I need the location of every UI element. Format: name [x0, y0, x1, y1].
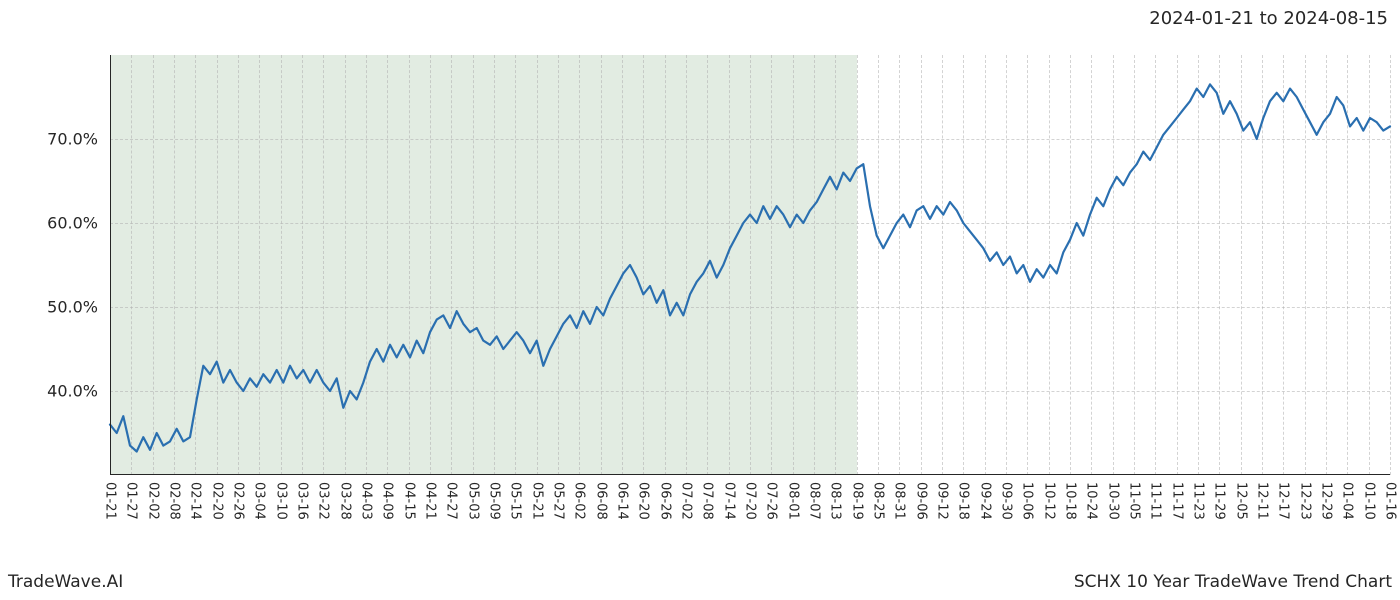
x-tick-label: 08-25: [871, 482, 886, 520]
x-tick-label: 04-27: [444, 482, 459, 520]
x-tick-label: 05-09: [487, 482, 502, 520]
x-tick-label: 12-17: [1276, 482, 1291, 520]
x-tick-label: 09-12: [935, 482, 950, 520]
x-tick-label: 10-06: [1020, 482, 1035, 520]
x-tick-label: 08-31: [892, 482, 907, 520]
x-tick-label: 07-14: [721, 482, 736, 520]
plot-outer: [110, 55, 1390, 475]
x-tick-label: 06-26: [657, 482, 672, 520]
x-tick-label: 09-06: [913, 482, 928, 520]
x-tick-label: 08-13: [828, 482, 843, 520]
x-tick-label: 06-14: [615, 482, 630, 520]
x-tick-label: 11-29: [1212, 482, 1227, 520]
x-tick-label: 05-27: [551, 482, 566, 520]
x-tick-label: 09-30: [999, 482, 1014, 520]
x-tick-label: 02-26: [231, 482, 246, 520]
x-tick-label: 11-17: [1169, 482, 1184, 520]
footer-caption: SCHX 10 Year TradeWave Trend Chart: [1074, 572, 1392, 592]
x-tick-label: 10-12: [1041, 482, 1056, 520]
chart-canvas: 2024-01-21 to 2024-08-15 40.0% 50.0% 60.0%…: [0, 0, 1400, 600]
x-tick-label: 03-28: [337, 482, 352, 520]
x-tick-label: 01-04: [1340, 482, 1355, 520]
x-tick-label: 04-21: [423, 482, 438, 520]
x-tick-label: 02-14: [188, 482, 203, 520]
x-tick-label: 10-18: [1063, 482, 1078, 520]
x-tick-label: 03-22: [316, 482, 331, 520]
x-tick-label: 06-08: [593, 482, 608, 520]
y-tick-label: 40.0%: [0, 382, 98, 401]
x-tick-label: 08-19: [849, 482, 864, 520]
x-tick-label: 05-15: [508, 482, 523, 520]
y-tick-label: 70.0%: [0, 130, 98, 149]
date-range-label: 2024-01-21 to 2024-08-15: [1149, 8, 1388, 29]
x-tick-label: 07-20: [743, 482, 758, 520]
x-tick-label: 04-09: [380, 482, 395, 520]
x-tick-label: 04-15: [401, 482, 416, 520]
x-tick-label: 10-24: [1084, 482, 1099, 520]
x-tick-label: 12-23: [1297, 482, 1312, 520]
x-tick-label: 01-10: [1361, 482, 1376, 520]
x-tick-label: 08-07: [807, 482, 822, 520]
x-tick-label: 09-18: [956, 482, 971, 520]
x-tick-label: 12-11: [1255, 482, 1270, 520]
x-tick-label: 06-20: [636, 482, 651, 520]
x-tick-label: 01-21: [103, 482, 118, 520]
x-tick-label: 02-08: [167, 482, 182, 520]
x-tick-label: 12-05: [1233, 482, 1248, 520]
x-tick-label: 07-08: [700, 482, 715, 520]
x-tick-label: 01-16: [1383, 482, 1398, 520]
y-tick-label: 50.0%: [0, 298, 98, 317]
x-tick-label: 01-27: [124, 482, 139, 520]
x-tick-label: 12-29: [1319, 482, 1334, 520]
x-tick-label: 11-11: [1148, 482, 1163, 520]
x-tick-label: 03-16: [295, 482, 310, 520]
x-gridline: [1390, 55, 1391, 475]
x-tick-label: 05-03: [465, 482, 480, 520]
x-tick-label: 03-04: [252, 482, 267, 520]
y-tick-label: 60.0%: [0, 214, 98, 233]
x-tick-label: 04-03: [359, 482, 374, 520]
x-tick-label: 07-26: [764, 482, 779, 520]
x-tick-label: 06-02: [572, 482, 587, 520]
x-tick-label: 08-01: [785, 482, 800, 520]
plot-axes: [110, 55, 1390, 475]
x-tick-label: 10-30: [1105, 482, 1120, 520]
x-tick-label: 03-10: [273, 482, 288, 520]
x-tick-label: 07-02: [679, 482, 694, 520]
x-tick-label: 11-23: [1191, 482, 1206, 520]
x-tick-label: 02-02: [145, 482, 160, 520]
x-tick-label: 11-05: [1127, 482, 1142, 520]
x-tick-label: 05-21: [529, 482, 544, 520]
x-tick-label: 09-24: [977, 482, 992, 520]
footer-brand: TradeWave.AI: [8, 572, 123, 592]
x-tick-label: 02-20: [209, 482, 224, 520]
